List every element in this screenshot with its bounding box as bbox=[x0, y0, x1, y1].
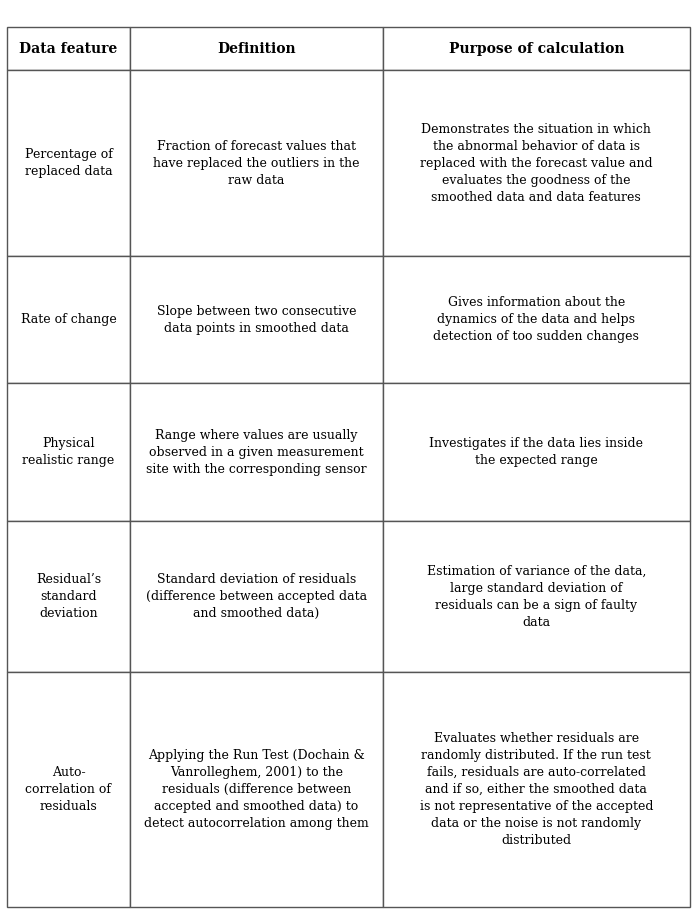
Text: Purpose of calculation: Purpose of calculation bbox=[449, 41, 624, 56]
Bar bbox=[7, 521, 130, 672]
Text: Standard deviation of residuals
(difference between accepted data
and smoothed d: Standard deviation of residuals (differe… bbox=[146, 573, 367, 620]
Bar bbox=[130, 27, 383, 70]
Text: Gives information about the
dynamics of the data and helps
detection of too sudd: Gives information about the dynamics of … bbox=[434, 296, 639, 344]
Text: Residual’s
standard
deviation: Residual’s standard deviation bbox=[36, 573, 101, 620]
Text: Percentage of
replaced data: Percentage of replaced data bbox=[24, 148, 112, 178]
Bar bbox=[7, 383, 130, 521]
Text: Demonstrates the situation in which
the abnormal behavior of data is
replaced wi: Demonstrates the situation in which the … bbox=[420, 123, 652, 203]
Text: Evaluates whether residuals are
randomly distributed. If the run test
fails, res: Evaluates whether residuals are randomly… bbox=[420, 732, 653, 847]
Text: Definition: Definition bbox=[217, 41, 296, 56]
Bar bbox=[383, 256, 690, 383]
Text: Physical
realistic range: Physical realistic range bbox=[22, 437, 114, 467]
Bar bbox=[130, 521, 383, 672]
Bar bbox=[130, 672, 383, 907]
Text: Estimation of variance of the data,
large standard deviation of
residuals can be: Estimation of variance of the data, larg… bbox=[427, 564, 646, 628]
Text: Applying the Run Test (Dochain &
Vanrolleghem, 2001) to the
residuals (differenc: Applying the Run Test (Dochain & Vanroll… bbox=[144, 749, 369, 830]
Bar bbox=[383, 27, 690, 70]
Text: Fraction of forecast values that
have replaced the outliers in the
raw data: Fraction of forecast values that have re… bbox=[153, 139, 360, 187]
Text: Rate of change: Rate of change bbox=[21, 313, 116, 326]
Text: Investigates if the data lies inside
the expected range: Investigates if the data lies inside the… bbox=[429, 437, 643, 467]
Bar bbox=[7, 672, 130, 907]
Bar bbox=[7, 27, 130, 70]
Bar bbox=[130, 383, 383, 521]
Bar bbox=[130, 70, 383, 256]
Text: Auto-
correlation of
residuals: Auto- correlation of residuals bbox=[26, 766, 112, 812]
Bar bbox=[383, 521, 690, 672]
Text: Range where values are usually
observed in a given measurement
site with the cor: Range where values are usually observed … bbox=[146, 429, 367, 475]
Bar bbox=[383, 672, 690, 907]
Text: Slope between two consecutive
data points in smoothed data: Slope between two consecutive data point… bbox=[157, 305, 356, 334]
Bar bbox=[7, 70, 130, 256]
Bar bbox=[383, 383, 690, 521]
Bar bbox=[130, 256, 383, 383]
Text: Data feature: Data feature bbox=[20, 41, 118, 56]
Bar bbox=[383, 70, 690, 256]
Bar bbox=[7, 256, 130, 383]
